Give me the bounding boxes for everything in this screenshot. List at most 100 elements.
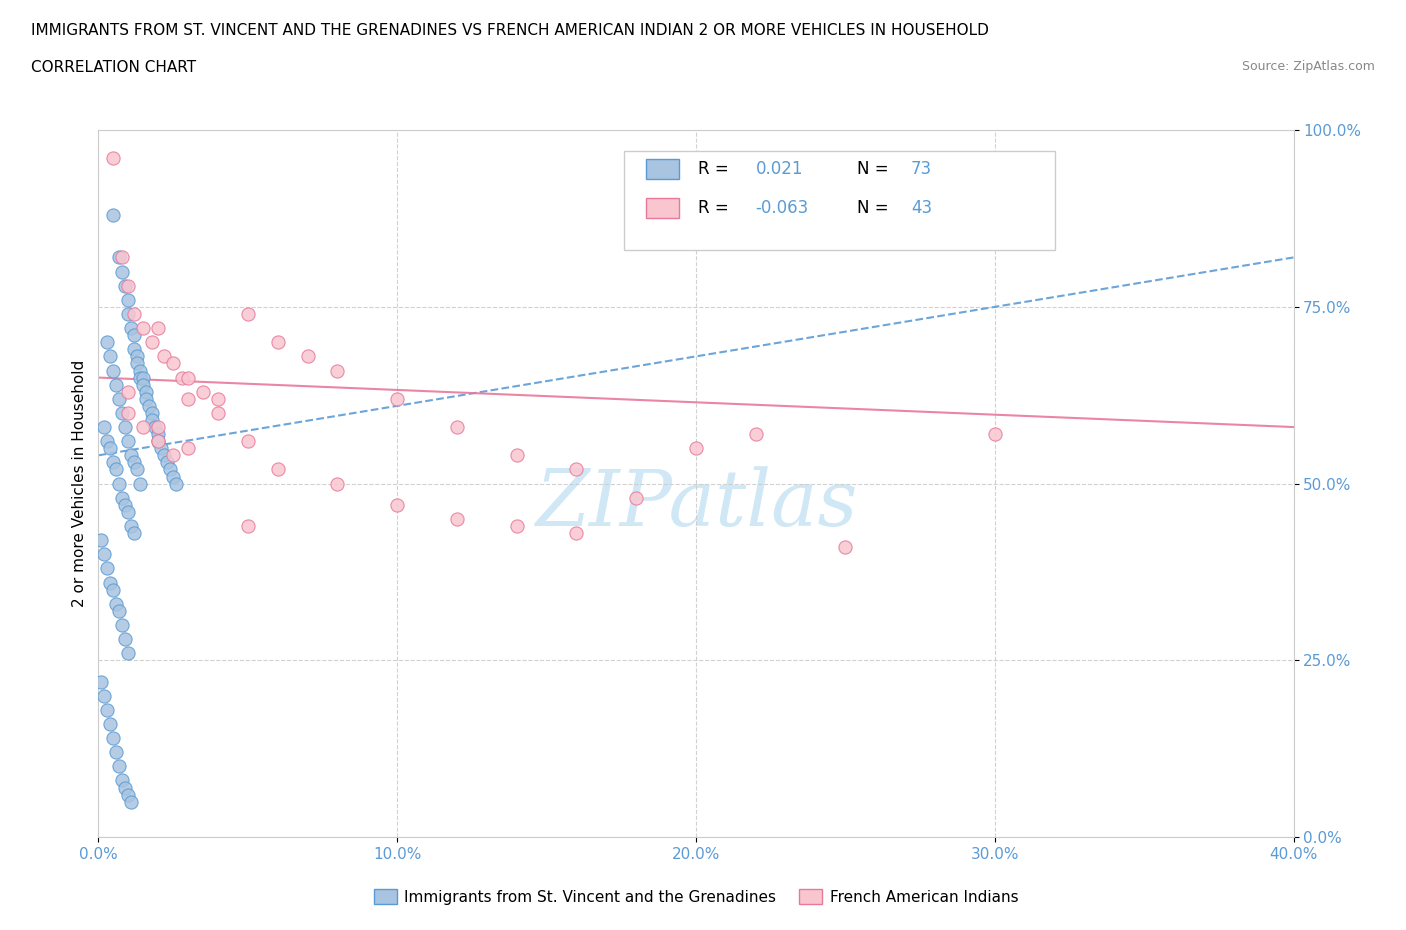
Point xyxy=(745,427,768,442)
Point xyxy=(114,631,136,646)
Point xyxy=(117,384,139,399)
Point xyxy=(124,327,146,342)
Point xyxy=(446,512,468,526)
Point xyxy=(105,596,128,611)
Point xyxy=(120,794,142,809)
Point xyxy=(120,448,142,463)
Point xyxy=(162,469,184,484)
Point xyxy=(103,582,125,597)
Point xyxy=(93,688,115,703)
Text: ZIPatlas: ZIPatlas xyxy=(534,467,858,543)
Point xyxy=(624,490,647,505)
Point xyxy=(111,250,134,265)
Point xyxy=(117,405,139,420)
Point xyxy=(111,264,134,279)
Point xyxy=(207,405,229,420)
Point xyxy=(236,307,259,322)
Point xyxy=(141,405,163,420)
Point xyxy=(162,356,184,371)
Point xyxy=(93,547,115,562)
Point xyxy=(159,462,181,477)
Point xyxy=(90,674,112,689)
Point xyxy=(117,292,139,307)
Text: R =: R = xyxy=(699,199,734,217)
Text: IMMIGRANTS FROM ST. VINCENT AND THE GRENADINES VS FRENCH AMERICAN INDIAN 2 OR MO: IMMIGRANTS FROM ST. VINCENT AND THE GREN… xyxy=(31,23,988,38)
Text: 43: 43 xyxy=(911,199,932,217)
Point xyxy=(111,405,134,420)
Point xyxy=(127,462,149,477)
Point xyxy=(177,370,200,385)
Point xyxy=(143,419,166,434)
Point xyxy=(114,780,136,795)
Text: 73: 73 xyxy=(911,160,932,178)
Point xyxy=(114,419,136,434)
Point xyxy=(177,392,200,406)
Point xyxy=(446,419,468,434)
Point xyxy=(267,335,290,350)
Point xyxy=(506,448,529,463)
Point xyxy=(150,441,173,456)
Point xyxy=(111,618,134,632)
Point xyxy=(148,427,170,442)
Text: R =: R = xyxy=(699,160,734,178)
Point xyxy=(120,519,142,534)
Point xyxy=(108,604,131,618)
Point xyxy=(117,787,139,802)
Point xyxy=(148,433,170,448)
Point xyxy=(96,702,118,717)
Point xyxy=(93,419,115,434)
Point xyxy=(135,392,157,406)
Point xyxy=(132,419,155,434)
Point xyxy=(129,370,152,385)
Point xyxy=(124,525,146,540)
Point xyxy=(191,384,214,399)
Point xyxy=(207,392,229,406)
Text: Source: ZipAtlas.com: Source: ZipAtlas.com xyxy=(1241,60,1375,73)
Point xyxy=(177,441,200,456)
Point xyxy=(103,455,125,470)
Point xyxy=(108,476,131,491)
Point xyxy=(98,575,122,590)
Point xyxy=(565,525,588,540)
Point xyxy=(172,370,194,385)
Point xyxy=(153,349,176,364)
Point xyxy=(129,363,152,378)
Point xyxy=(117,278,139,293)
FancyBboxPatch shape xyxy=(645,159,679,179)
Point xyxy=(98,349,122,364)
Text: 0.021: 0.021 xyxy=(756,160,803,178)
Text: N =: N = xyxy=(858,199,894,217)
Point xyxy=(96,561,118,576)
Point xyxy=(138,398,160,413)
Point xyxy=(98,441,122,456)
FancyBboxPatch shape xyxy=(624,152,1054,250)
Point xyxy=(267,462,290,477)
Point xyxy=(103,207,125,222)
Point xyxy=(103,151,125,166)
Point xyxy=(135,384,157,399)
Point xyxy=(156,455,179,470)
Point xyxy=(326,476,349,491)
Point xyxy=(114,278,136,293)
Point xyxy=(114,498,136,512)
Point xyxy=(120,321,142,336)
Point xyxy=(141,335,163,350)
Point xyxy=(326,363,349,378)
Point xyxy=(103,363,125,378)
Point xyxy=(236,519,259,534)
Point xyxy=(108,759,131,774)
Point xyxy=(148,321,170,336)
Point xyxy=(565,462,588,477)
Point xyxy=(385,498,409,512)
Point xyxy=(685,441,707,456)
Point xyxy=(148,433,170,448)
Point xyxy=(111,773,134,788)
Point xyxy=(105,462,128,477)
Point xyxy=(236,433,259,448)
Legend: Immigrants from St. Vincent and the Grenadines, French American Indians: Immigrants from St. Vincent and the Gren… xyxy=(367,883,1025,910)
Point xyxy=(117,645,139,660)
Point xyxy=(108,250,131,265)
Point xyxy=(129,476,152,491)
Point xyxy=(111,490,134,505)
Point xyxy=(108,392,131,406)
